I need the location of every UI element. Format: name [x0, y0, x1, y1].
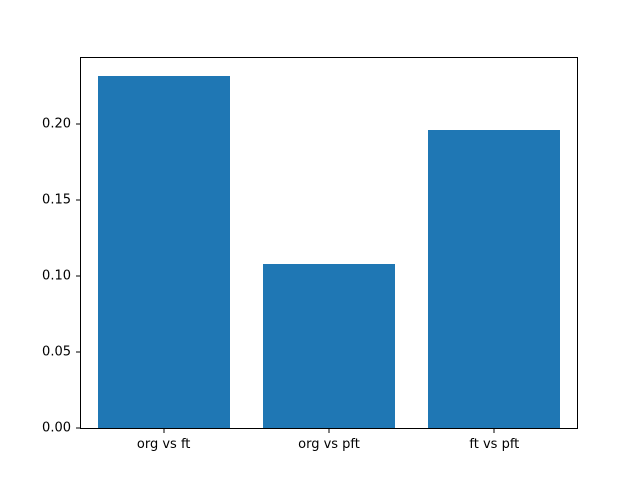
x-tick-label: org vs ft — [136, 437, 191, 452]
x-tick-mark — [493, 429, 495, 433]
x-tick-mark — [163, 429, 165, 433]
x-tick-label: org vs pft — [298, 437, 360, 452]
y-tick-label: 0.10 — [42, 268, 71, 284]
y-tick-label: 0.15 — [42, 192, 71, 208]
plot-area: 0.00 0.05 0.10 0.15 0.20 org vs ft org vs pft… — [42, 57, 578, 452]
y-tick-mark — [76, 275, 80, 277]
y-tick-mark — [76, 427, 80, 429]
y-tick-label: 0.05 — [42, 344, 71, 360]
bar-org-vs-pft — [262, 264, 396, 428]
y-tick-label: 0.00 — [42, 420, 71, 436]
y-tick-mark — [76, 351, 80, 353]
y-tick-mark — [76, 199, 80, 201]
x-tick-label: ft vs pft — [469, 437, 520, 452]
bar-ft-vs-pft — [428, 130, 561, 428]
y-tick-mark — [76, 123, 80, 125]
bar-org-vs-ft — [97, 75, 230, 428]
x-tick-mark — [328, 429, 330, 433]
y-tick-label: 0.20 — [42, 116, 71, 132]
